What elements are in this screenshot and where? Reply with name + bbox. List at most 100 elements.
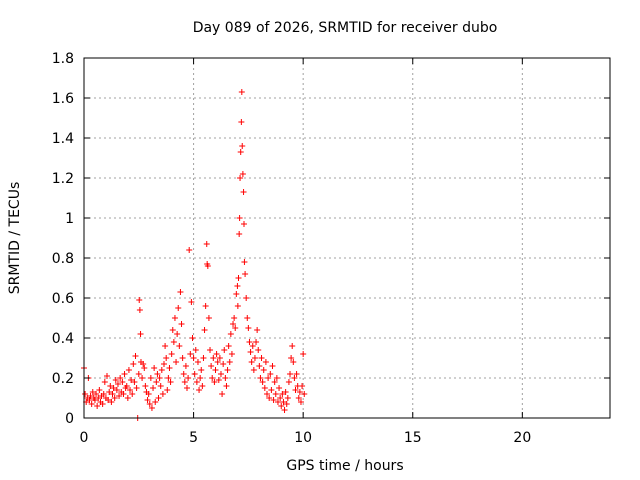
- data-point: [146, 401, 153, 407]
- y-tick-label: 1: [65, 211, 74, 227]
- data-point: [174, 331, 181, 337]
- data-point: [135, 371, 142, 377]
- data-point: [276, 385, 283, 391]
- data-point: [239, 171, 246, 177]
- data-point: [121, 371, 128, 377]
- data-point: [235, 275, 242, 281]
- x-tick-label: 10: [294, 430, 312, 446]
- data-point: [293, 371, 300, 377]
- data-point: [160, 361, 167, 367]
- data-point: [233, 291, 240, 297]
- data-point: [200, 355, 207, 361]
- data-point: [230, 321, 237, 327]
- data-point: [265, 375, 272, 381]
- data-point: [254, 327, 261, 333]
- data-point: [181, 379, 188, 385]
- data-point: [147, 375, 154, 381]
- data-point: [240, 221, 247, 227]
- data-point: [136, 307, 143, 313]
- data-point: [193, 379, 200, 385]
- data-point: [234, 283, 241, 289]
- data-point: [187, 351, 194, 357]
- data-point: [194, 359, 201, 365]
- data-point: [236, 215, 243, 221]
- x-axis-label: GPS time / hours: [286, 458, 403, 474]
- data-point: [86, 397, 93, 403]
- data-point: [246, 339, 253, 345]
- data-point: [204, 263, 211, 269]
- data-point: [299, 383, 306, 389]
- data-point: [296, 389, 303, 395]
- data-point: [221, 347, 228, 353]
- data-point: [120, 391, 127, 397]
- data-point: [262, 359, 269, 365]
- data-point: [82, 391, 89, 397]
- y-tick-label: 0.2: [52, 371, 74, 387]
- data-point: [239, 143, 246, 149]
- data-point: [186, 247, 193, 253]
- data-point: [273, 375, 280, 381]
- data-point: [292, 387, 299, 393]
- data-point: [153, 379, 160, 385]
- data-point: [152, 399, 159, 405]
- data-point: [226, 359, 233, 365]
- data-point: [243, 295, 250, 301]
- data-point: [142, 383, 149, 389]
- data-point: [165, 375, 172, 381]
- data-point: [215, 377, 222, 383]
- data-point: [232, 325, 239, 331]
- data-point: [166, 365, 173, 371]
- data-point: [123, 383, 130, 389]
- data-point: [205, 315, 212, 321]
- y-tick-label: 1.8: [52, 51, 74, 67]
- data-point: [258, 355, 265, 361]
- data-point: [281, 407, 288, 413]
- data-point: [248, 359, 255, 365]
- y-tick-label: 0: [65, 411, 74, 427]
- data-point: [250, 367, 257, 373]
- data-point: [99, 401, 106, 407]
- data-point: [237, 175, 244, 181]
- data-point: [231, 315, 238, 321]
- data-point: [259, 379, 266, 385]
- data-point: [91, 397, 98, 403]
- data-point: [282, 389, 289, 395]
- data-point: [279, 391, 286, 397]
- data-point: [197, 375, 204, 381]
- data-point: [88, 401, 95, 407]
- data-point: [201, 327, 208, 333]
- data-point: [269, 363, 276, 369]
- data-point: [244, 315, 251, 321]
- axis-ticks: 0 0.2 0.4 0.6 0.8 1 1.2 1.4 1.6 1.8 0 5 10 15 20: [52, 51, 610, 446]
- data-point: [156, 375, 163, 381]
- data-point: [169, 327, 176, 333]
- data-point: [287, 371, 294, 377]
- data-point: [301, 391, 308, 397]
- data-point: [140, 361, 147, 367]
- data-point: [159, 391, 166, 397]
- data-point: [217, 371, 224, 377]
- x-tick-label: 5: [189, 430, 198, 446]
- data-point: [224, 367, 231, 373]
- data-point: [101, 379, 108, 385]
- data-point: [191, 371, 198, 377]
- data-point: [216, 355, 223, 361]
- data-point: [104, 373, 111, 379]
- x-tick-label: 0: [80, 430, 89, 446]
- data-point: [87, 393, 94, 399]
- data-point: [253, 339, 260, 345]
- data-point: [284, 395, 291, 401]
- data-point: [290, 359, 297, 365]
- data-point: [177, 289, 184, 295]
- x-tick-label: 20: [513, 430, 531, 446]
- data-point: [107, 383, 114, 389]
- data-point: [141, 365, 148, 371]
- data-point: [288, 355, 295, 361]
- data-point: [227, 331, 234, 337]
- data-point: [283, 401, 290, 407]
- data-point: [144, 397, 151, 403]
- data-point: [182, 363, 189, 369]
- data-point: [127, 387, 134, 393]
- data-point: [137, 331, 144, 337]
